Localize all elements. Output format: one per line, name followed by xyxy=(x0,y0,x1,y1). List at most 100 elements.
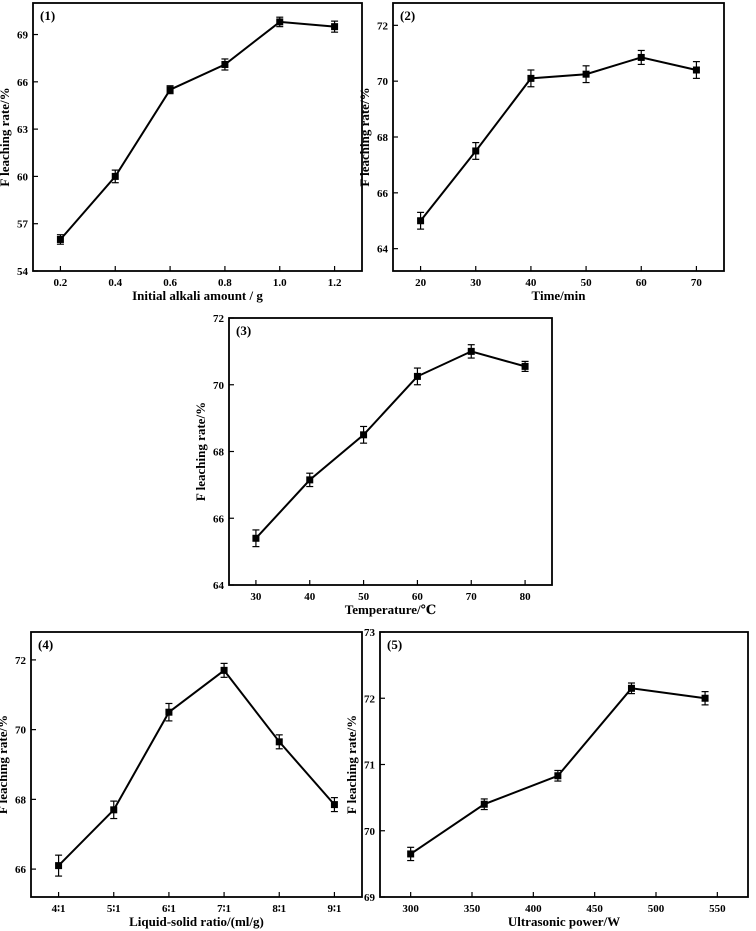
series-line xyxy=(255,350,526,539)
data-point xyxy=(252,534,260,542)
data-point xyxy=(467,347,475,355)
plot-frame xyxy=(30,631,363,898)
x-tick-label: 80 xyxy=(520,591,532,603)
y-tick-label: 72 xyxy=(364,693,376,705)
y-tick-label: 57 xyxy=(17,219,29,231)
y-tick-label: 70 xyxy=(213,380,225,392)
series-line xyxy=(59,20,335,241)
x-tick-label: 0.2 xyxy=(54,277,68,289)
data-point xyxy=(417,217,425,225)
data-point xyxy=(55,862,63,870)
y-tick-label: 72 xyxy=(377,20,389,32)
y-tick-label: 66 xyxy=(377,188,389,200)
y-axis-label: F leaching rate/% xyxy=(0,715,10,814)
y-tick-label: 70 xyxy=(377,76,389,88)
x-tick-label: 300 xyxy=(402,903,419,915)
panel-label: (1) xyxy=(40,8,55,23)
data-point xyxy=(480,800,488,808)
panel-label: (2) xyxy=(400,8,415,23)
x-axis-label: Initial alkali amount / g xyxy=(132,288,263,303)
x-tick-label: 40 xyxy=(304,591,316,603)
y-tick-label: 72 xyxy=(15,655,27,667)
data-point xyxy=(221,60,229,68)
y-tick-label: 64 xyxy=(377,244,389,256)
x-tick-label: 60 xyxy=(412,591,424,603)
data-point xyxy=(582,70,590,78)
panel-3: 30 40 50 60 70 80 64 66 68 70 72 Temperature/℃ F lea… xyxy=(193,313,553,617)
y-tick-label: 60 xyxy=(17,171,29,183)
x-tick-label: 0.6 xyxy=(163,277,177,289)
data-point xyxy=(306,476,314,484)
y-tick-label: 66 xyxy=(15,864,27,876)
y-tick-label: 73 xyxy=(364,627,376,639)
data-point xyxy=(627,684,635,692)
y-tick-label: 63 xyxy=(17,124,29,136)
data-point xyxy=(166,86,174,94)
plot-frame xyxy=(228,317,553,586)
series-line xyxy=(57,669,336,867)
x-tick-label: 20 xyxy=(415,277,427,289)
x-tick-label: 9∶1 xyxy=(327,903,341,915)
y-tick-label: 69 xyxy=(364,892,376,904)
x-axis-label: Ultrasonic power/W xyxy=(508,914,620,929)
x-tick-label: 5∶1 xyxy=(107,903,121,915)
panel-4: 4∶1 5∶1 6∶1 7∶1 8∶1 9∶1 66 68 70 72 Liquid-solid r… xyxy=(0,631,363,929)
data-point xyxy=(521,362,529,370)
panel-1: 0.2 0.4 0.6 0.8 1.0 1.2 54 57 60 63 66 69 Initial al… xyxy=(0,2,363,303)
x-tick-label: 6∶1 xyxy=(162,903,176,915)
y-axis-label: F leaching rate/% xyxy=(344,715,359,814)
x-tick-label: 1.2 xyxy=(328,277,342,289)
data-point xyxy=(275,738,283,746)
x-axis-label: Liquid-solid ratio/(ml/g) xyxy=(129,914,264,929)
x-tick-label: 400 xyxy=(525,903,542,915)
plot-frame xyxy=(32,2,363,272)
data-point xyxy=(692,66,700,74)
x-tick-label: 60 xyxy=(636,277,648,289)
x-tick-label: 30 xyxy=(250,591,262,603)
y-tick-label: 68 xyxy=(377,132,389,144)
y-tick-label: 72 xyxy=(213,313,225,325)
x-axis-label: Time/min xyxy=(532,288,587,303)
y-tick-label: 71 xyxy=(364,760,375,772)
y-tick-label: 64 xyxy=(213,580,225,592)
data-point xyxy=(276,18,284,26)
x-tick-label: 70 xyxy=(466,591,478,603)
x-tick-label: 4∶1 xyxy=(52,903,66,915)
y-tick-label: 66 xyxy=(213,513,225,525)
y-tick-label: 66 xyxy=(17,77,29,89)
data-point xyxy=(165,708,173,716)
panel-5: 300 350 400 450 500 550 69 70 71 72 73 Ultrasonic p… xyxy=(344,627,749,929)
x-tick-label: 70 xyxy=(691,277,703,289)
data-point xyxy=(472,147,480,155)
data-point xyxy=(56,235,64,243)
data-point xyxy=(110,806,118,814)
x-tick-label: 40 xyxy=(525,277,537,289)
data-point xyxy=(330,801,338,809)
data-point xyxy=(407,850,415,858)
data-point xyxy=(360,431,368,439)
x-tick-label: 500 xyxy=(648,903,665,915)
data-point xyxy=(554,772,562,780)
data-point xyxy=(527,74,535,82)
panel-label: (5) xyxy=(387,637,402,652)
y-tick-label: 70 xyxy=(15,725,27,737)
y-axis-label: F leaching rate/% xyxy=(0,87,12,186)
x-tick-label: 0.4 xyxy=(108,277,122,289)
x-axis-label: Temperature/℃ xyxy=(345,602,436,617)
y-tick-label: 69 xyxy=(17,30,29,42)
x-tick-label: 50 xyxy=(581,277,593,289)
plot-frame xyxy=(379,631,749,898)
data-point xyxy=(701,694,709,702)
panel-label: (4) xyxy=(38,637,53,652)
x-tick-label: 8∶1 xyxy=(272,903,286,915)
plot-frame xyxy=(392,2,725,272)
panel-label: (3) xyxy=(236,323,251,338)
y-tick-label: 54 xyxy=(17,266,29,278)
x-tick-label: 450 xyxy=(586,903,603,915)
panel-2: 20 30 40 50 60 70 64 66 68 70 72 Time/min F leaching… xyxy=(357,2,725,303)
x-tick-label: 550 xyxy=(709,903,726,915)
x-tick-label: 350 xyxy=(464,903,481,915)
data-point xyxy=(413,372,421,380)
data-point xyxy=(220,666,228,674)
